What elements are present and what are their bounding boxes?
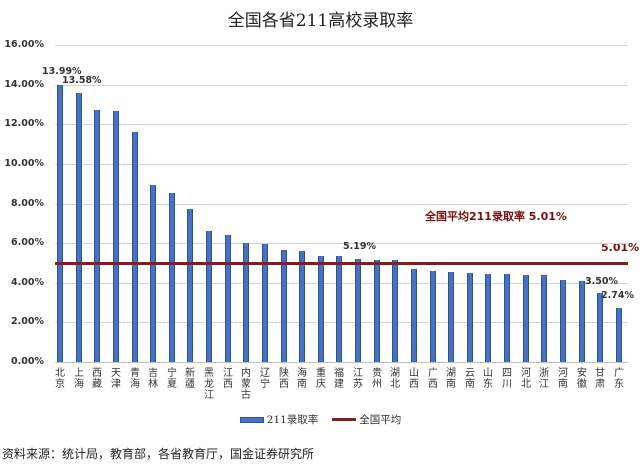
source-note: 资料来源：统计局，教育部，各省教育厅，国金证券研究所 [2,447,315,461]
bar [616,308,622,362]
bar [169,193,175,362]
legend-bar-label: 211录取率 [266,414,319,426]
legend-item-bar: 211录取率 [239,412,319,427]
y-tick-label: 0.00% [11,356,44,367]
x-tick-label: 云南 [465,368,475,390]
gridline [55,243,628,244]
bar [504,274,510,362]
bar [150,185,156,362]
bar [94,110,100,362]
y-tick-label: 6.00% [11,237,44,248]
chart-title: 全国各省211高校录取率 [227,11,414,31]
legend-line-label: 全国平均 [359,414,402,426]
bar [299,251,305,362]
bar [281,250,287,362]
legend-line-swatch-icon [332,418,357,421]
x-tick-label: 黑龙江 [204,368,214,401]
gridline [55,124,628,125]
x-tick-label: 湖南 [446,368,456,390]
bar [392,260,398,362]
bar [132,132,138,362]
bar [579,281,585,362]
x-tick-label: 宁夏 [167,368,177,390]
bar [430,271,436,362]
x-tick-label: 广东 [614,368,624,390]
x-tick-label: 西藏 [92,368,102,390]
data-label: 13.58% [62,75,102,86]
x-tick-label: 吉林 [148,368,158,390]
bar [57,85,63,362]
x-tick-label: 甘肃 [595,368,605,390]
bar [485,274,491,362]
y-tick-label: 8.00% [11,198,44,209]
bar [187,209,193,362]
x-tick-label: 福建 [334,368,344,390]
gridline [55,204,628,205]
x-tick-label: 江苏 [353,368,363,390]
bar [225,235,231,362]
x-tick-label: 内蒙古 [241,368,251,401]
bar [541,275,547,362]
legend: 211录取率 全国平均 [0,412,641,427]
data-label: 5.19% [343,241,376,252]
bar [448,272,454,362]
y-tick-label: 2.00% [11,316,44,327]
x-tick-label: 青海 [130,368,140,390]
bar [243,243,249,362]
average-annotation: 全国平均211录取率 5.01% [425,210,567,223]
bar [523,275,529,362]
bar [374,260,380,362]
y-tick-label: 16.00% [4,39,44,50]
bar [355,259,361,362]
x-axis-line [55,362,628,363]
x-tick-label: 北京 [55,368,65,390]
x-tick-label: 浙江 [539,368,549,390]
x-tick-label: 四川 [502,368,512,390]
average-line [55,262,628,265]
bar [467,273,473,362]
x-tick-label: 山西 [409,368,419,390]
gridline [55,45,628,46]
x-tick-label: 新疆 [185,368,195,390]
bar [262,244,268,362]
bar [411,269,417,362]
y-tick-label: 10.00% [4,158,44,169]
average-value-label: 5.01% [601,241,640,254]
gridline [55,164,628,165]
bar [597,293,603,362]
gridline [55,85,628,86]
y-tick-label: 14.00% [4,79,44,90]
bar [113,111,119,362]
x-tick-label: 河南 [558,368,568,390]
legend-item-line: 全国平均 [332,412,401,427]
data-label: 2.74% [601,290,634,301]
x-tick-label: 广西 [428,368,438,390]
x-tick-label: 重庆 [316,368,326,390]
x-tick-label: 江西 [223,368,233,390]
x-tick-label: 上海 [74,368,84,390]
bar [336,256,342,362]
y-tick-label: 4.00% [11,277,44,288]
x-tick-label: 海南 [297,368,307,390]
y-tick-label: 12.00% [4,118,44,129]
x-tick-label: 辽宁 [260,368,270,390]
x-tick-label: 天津 [111,368,121,390]
data-label: 13.99% [42,66,82,77]
bar [206,231,212,362]
x-tick-label: 安徽 [577,368,587,390]
x-tick-label: 河北 [521,368,531,390]
legend-bar-swatch-icon [239,416,264,423]
x-tick-label: 山东 [483,368,493,390]
bar [560,280,566,362]
data-label: 3.50% [585,276,618,287]
x-tick-label: 湖北 [390,368,400,390]
x-tick-label: 贵州 [372,368,382,390]
bar [76,93,82,362]
x-tick-label: 陕西 [279,368,289,390]
bar [318,256,324,362]
